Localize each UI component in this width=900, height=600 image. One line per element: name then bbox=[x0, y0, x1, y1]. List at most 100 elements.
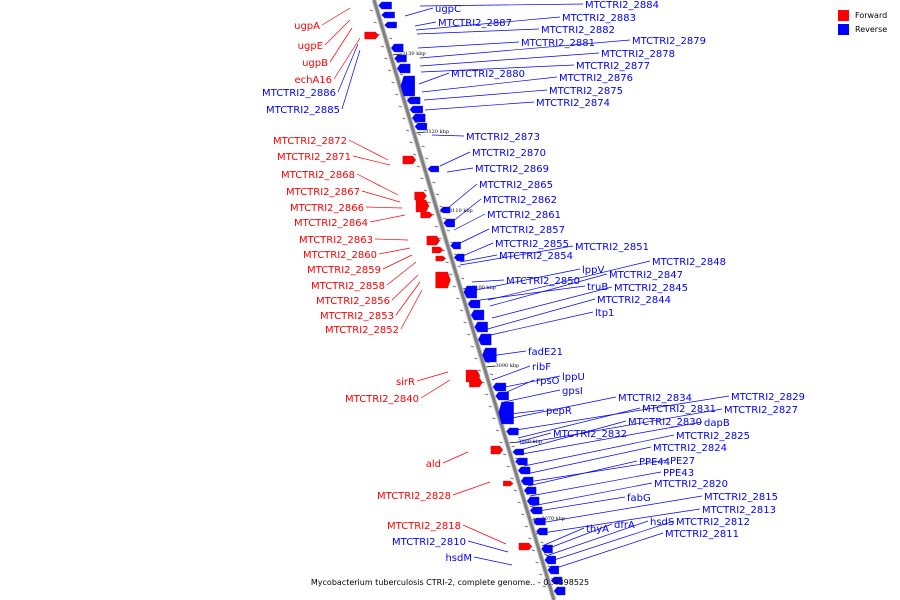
reverse-gene-leader-line bbox=[489, 350, 527, 357]
forward-gene-arrow bbox=[518, 542, 533, 551]
reverse-gene-label: MTCTRI2_2831 bbox=[642, 404, 716, 415]
forward-gene-leader-line bbox=[321, 7, 351, 26]
reverse-gene-label: MTCTRI2_2873 bbox=[466, 132, 540, 143]
minor-tick-right bbox=[525, 493, 530, 496]
minor-tick-left bbox=[373, 21, 377, 24]
minor-tick-left bbox=[463, 321, 467, 324]
reverse-gene-arrow bbox=[506, 427, 519, 436]
reverse-gene-arrow bbox=[553, 586, 566, 596]
left-gene-leader-line bbox=[473, 556, 513, 566]
backbone-line bbox=[372, 0, 556, 600]
minor-tick-left bbox=[495, 429, 500, 432]
forward-gene-leader-line bbox=[462, 524, 507, 545]
reverse-gene-label: dfrA bbox=[614, 520, 635, 531]
forward-gene-label: ugpA bbox=[294, 21, 320, 32]
reverse-gene-label: MTCTRI2_2875 bbox=[549, 86, 623, 97]
reverse-gene-leader-line bbox=[451, 198, 482, 223]
reverse-gene-leader-line bbox=[523, 434, 675, 467]
minor-tick-left bbox=[395, 93, 399, 96]
reverse-gene-leader-line bbox=[549, 532, 664, 571]
minor-tick-left bbox=[542, 585, 546, 588]
reverse-gene-label: MTCTRI2_2847 bbox=[609, 270, 683, 281]
minor-tick-left bbox=[474, 357, 478, 360]
minor-tick-left bbox=[485, 393, 489, 396]
legend: Forward Reverse bbox=[838, 8, 887, 36]
reverse-gene-label: fadE21 bbox=[528, 347, 563, 358]
reverse-gene-arrow bbox=[470, 309, 485, 321]
minor-tick-left bbox=[413, 153, 417, 156]
forward-gene-arrow bbox=[420, 211, 433, 219]
forward-gene-arrow bbox=[435, 271, 451, 289]
reverse-gene-label: MTCTRI2_2854 bbox=[499, 251, 573, 262]
forward-gene-label: MTCTRI2_2872 bbox=[273, 136, 347, 147]
forward-gene-label: MTCTRI2_2828 bbox=[377, 491, 451, 502]
minor-tick-right bbox=[540, 541, 544, 544]
minor-tick-left bbox=[398, 105, 402, 108]
reverse-gene-arrow bbox=[381, 11, 395, 19]
legend-swatch-forward bbox=[838, 9, 849, 21]
forward-gene-arrow bbox=[435, 255, 447, 262]
reverse-gene-leader-line bbox=[457, 242, 494, 259]
minor-tick-left bbox=[405, 129, 410, 132]
reverse-gene-arrow bbox=[526, 496, 540, 506]
minor-tick-left bbox=[438, 237, 442, 240]
reverse-gene-arrow bbox=[378, 1, 392, 10]
reverse-gene-label: MTCTRI2_2827 bbox=[724, 405, 798, 416]
forward-gene-label: MTCTRI2_2858 bbox=[311, 281, 385, 292]
reverse-gene-label: MTCTRI2_2865 bbox=[479, 180, 553, 191]
forward-gene-label: MTCTRI2_2871 bbox=[277, 152, 351, 163]
forward-gene-leader-line bbox=[386, 261, 417, 286]
forward-gene-leader-line bbox=[329, 27, 353, 63]
minor-tick-left bbox=[402, 117, 406, 120]
reverse-gene-leader-line bbox=[541, 527, 585, 547]
minor-tick-left bbox=[452, 285, 456, 288]
forward-gene-leader-line bbox=[382, 254, 413, 270]
forward-gene-leader-line bbox=[420, 379, 451, 399]
reverse-gene-label: MTCTRI2_2813 bbox=[702, 505, 776, 516]
tick-label: 3100 kbp bbox=[472, 285, 496, 291]
reverse-gene-leader-line bbox=[446, 167, 474, 173]
reverse-gene-arrow bbox=[427, 165, 439, 173]
left-gene-label: MTCTRI2_2810 bbox=[392, 537, 466, 548]
reverse-gene-leader-line bbox=[487, 260, 651, 301]
reverse-gene-label: MTCTRI2_2870 bbox=[472, 148, 546, 159]
minor-tick-left bbox=[506, 465, 510, 468]
reverse-gene-arrow bbox=[547, 565, 559, 575]
minor-tick-right bbox=[396, 61, 400, 64]
reverse-gene-label: MTCTRI2_2815 bbox=[704, 492, 778, 503]
reverse-gene-arrow bbox=[544, 555, 556, 565]
reverse-gene-leader-line bbox=[527, 459, 669, 483]
forward-gene-label: MTCTRI2_2866 bbox=[290, 203, 364, 214]
reverse-gene-label: fabG bbox=[627, 493, 651, 504]
reverse-gene-leader-line bbox=[519, 408, 723, 445]
forward-gene-label: MTCTRI2_2853 bbox=[320, 311, 394, 322]
reverse-gene-arrow bbox=[400, 75, 415, 97]
forward-gene-arrow bbox=[431, 246, 444, 254]
reverse-gene-leader-line bbox=[519, 420, 627, 451]
reverse-gene-label: MTCTRI2_2883 bbox=[562, 13, 636, 24]
minor-tick-right bbox=[529, 505, 533, 508]
minor-tick-right bbox=[435, 193, 440, 196]
forward-gene-arrow bbox=[469, 377, 483, 388]
major-tick bbox=[391, 53, 402, 56]
minor-tick-right bbox=[543, 553, 548, 556]
reverse-gene-leader-line bbox=[545, 520, 649, 557]
forward-gene-leader-line bbox=[356, 173, 399, 196]
reverse-gene-leader-line bbox=[535, 508, 701, 535]
reverse-gene-label: hsdS bbox=[650, 517, 674, 528]
forward-gene-label: ald bbox=[426, 459, 441, 470]
reverse-gene-arrow bbox=[390, 43, 404, 53]
reverse-gene-leader-line bbox=[415, 16, 561, 31]
reverse-gene-arrow bbox=[396, 63, 411, 74]
forward-gene-arrow bbox=[503, 480, 514, 487]
forward-gene-label: ugpB bbox=[302, 58, 328, 69]
reverse-gene-leader-line bbox=[533, 495, 703, 525]
reverse-gene-label: MTCTRI2_2832 bbox=[553, 429, 627, 440]
forward-gene-leader-line bbox=[324, 19, 351, 46]
legend-label-forward: Forward bbox=[855, 10, 888, 20]
minor-tick-right bbox=[389, 37, 393, 40]
forward-gene-leader-line bbox=[400, 289, 423, 330]
forward-gene-leader-line bbox=[361, 190, 401, 203]
reverse-gene-leader-line bbox=[515, 395, 730, 431]
forward-gene-leader-line bbox=[365, 206, 403, 209]
